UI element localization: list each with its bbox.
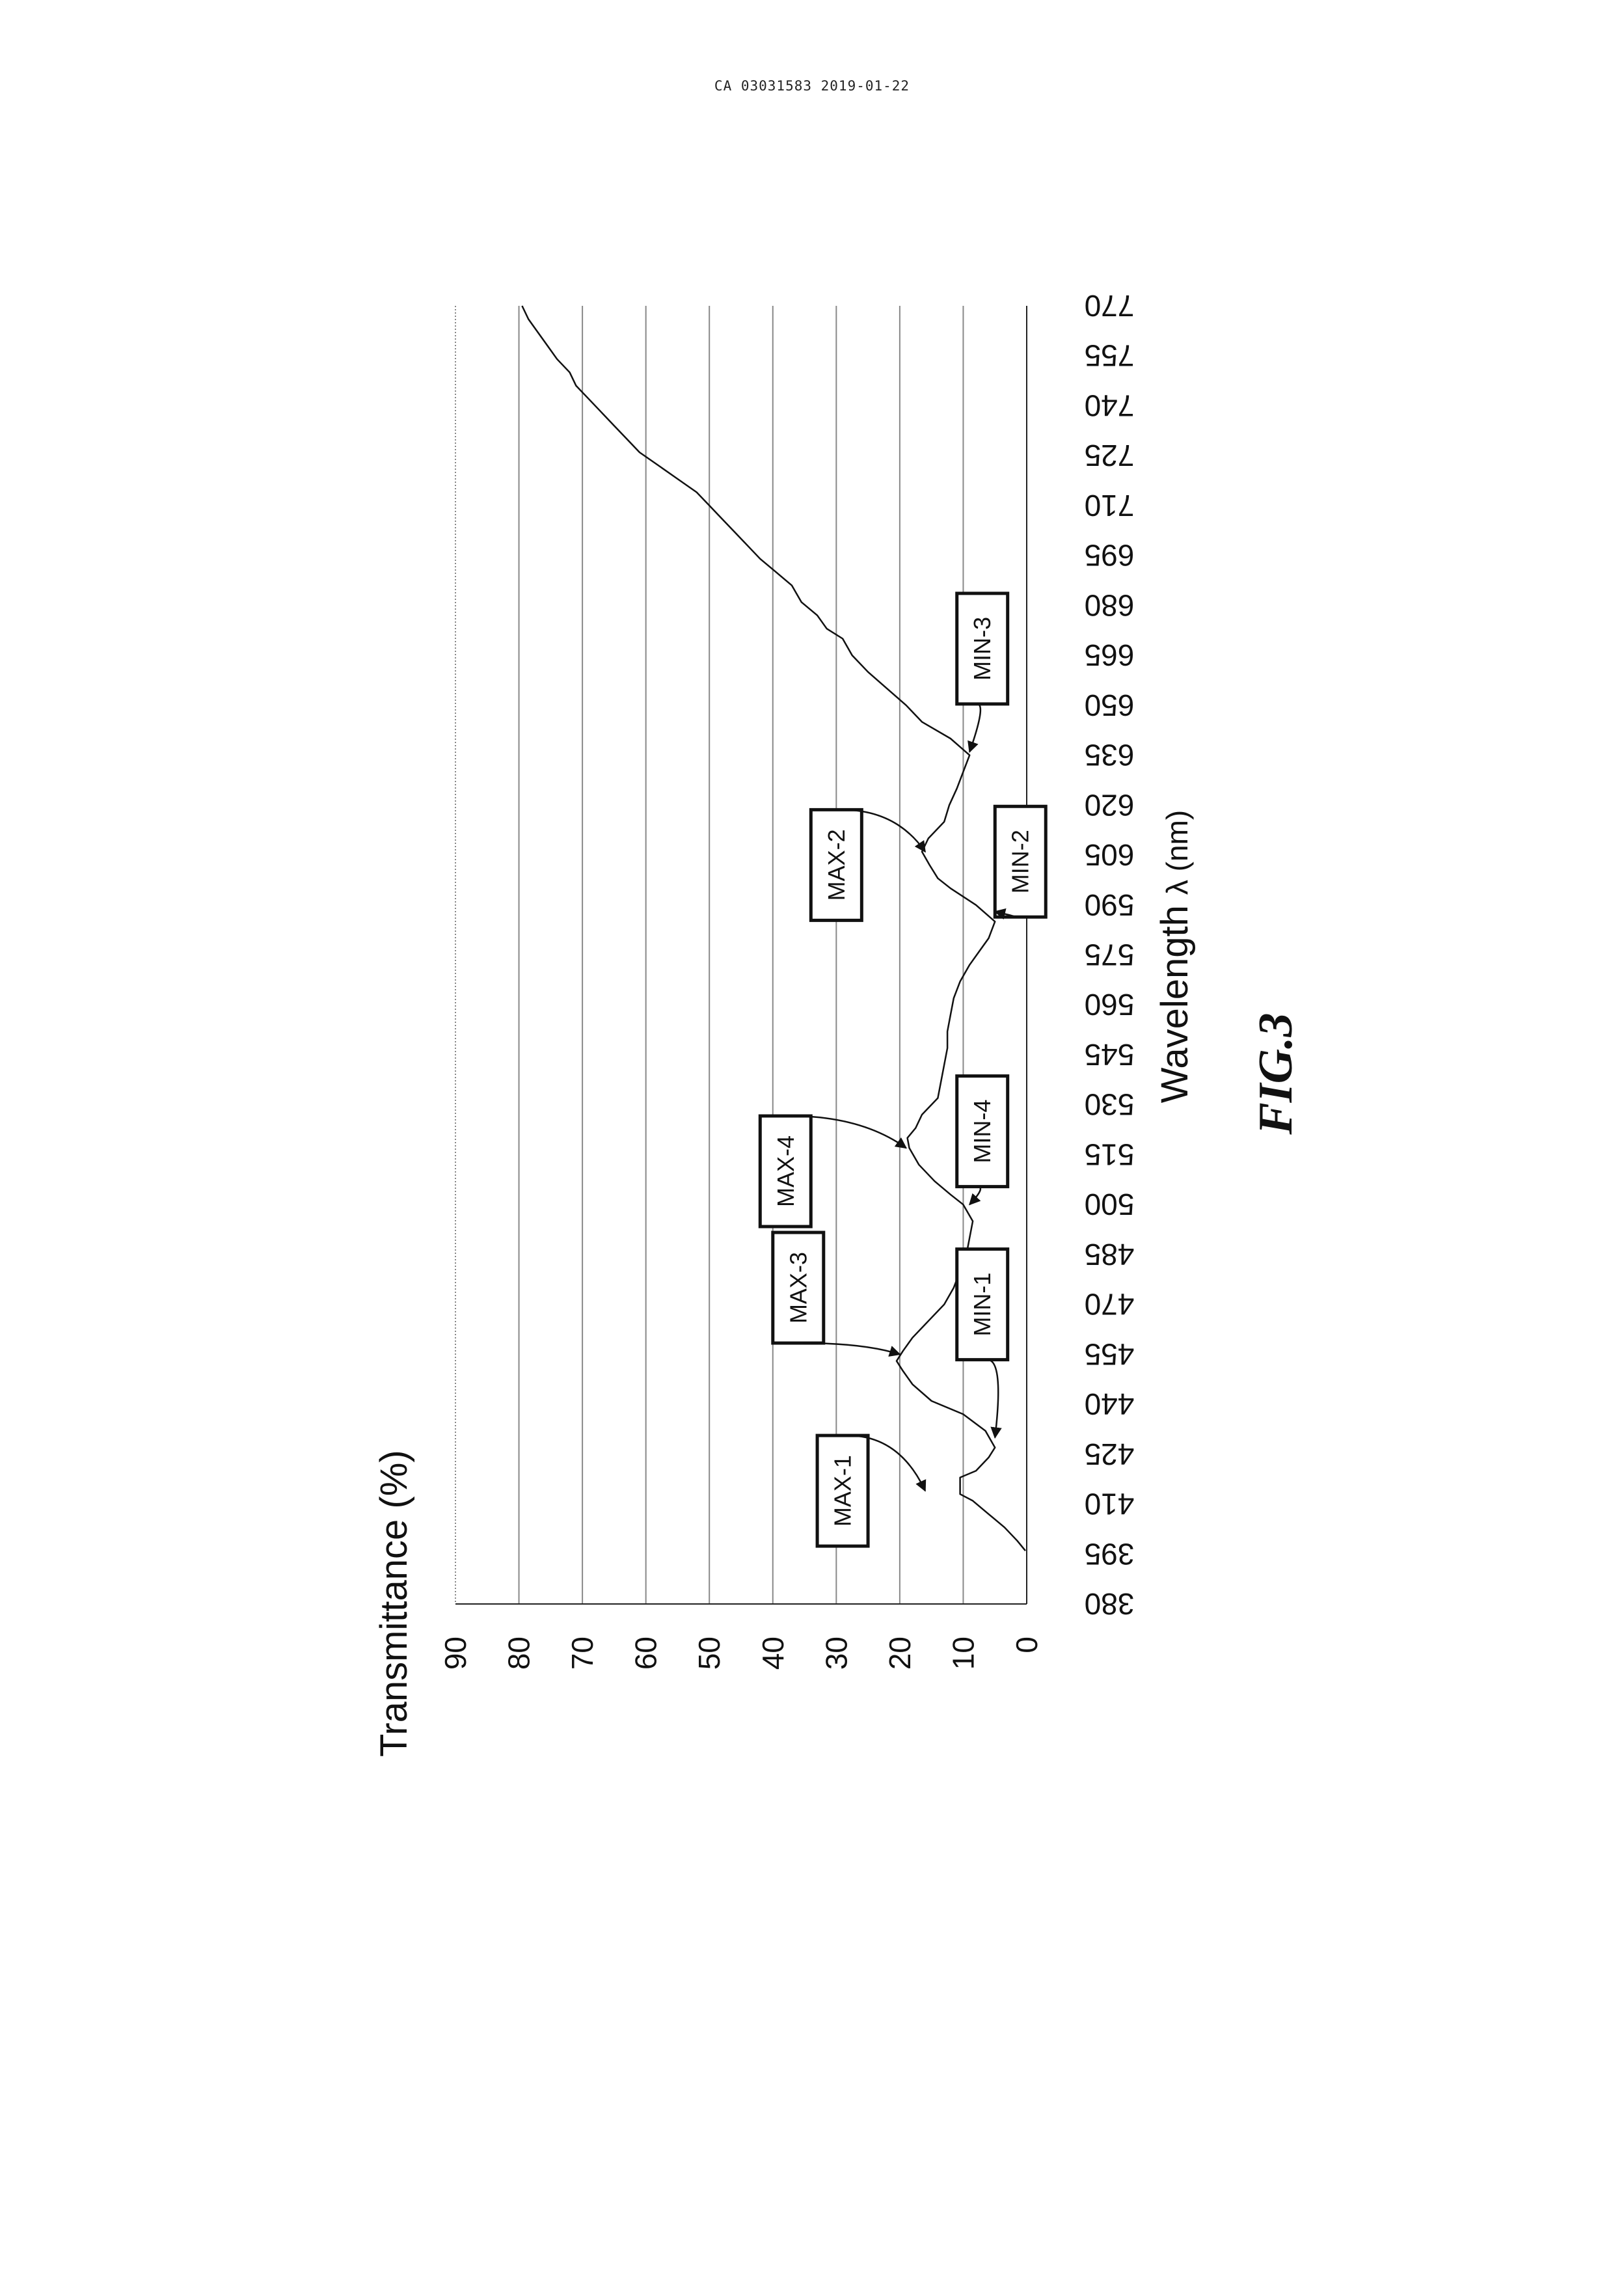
annotations: MAX-1 MIN-1 MAX-3 MIN-4 MAX-4 MIN-2 MAX-2 MIN-3 — [760, 593, 1046, 1546]
grid — [455, 306, 963, 1604]
x-tick-label-395: 395 — [1085, 1537, 1135, 1571]
x-tick-label-515: 515 — [1085, 1137, 1135, 1171]
x-tick-label-575: 575 — [1085, 938, 1135, 972]
x-axis-title: Wavelength λ (nm) — [1154, 810, 1196, 1103]
x-tick-label-425: 425 — [1085, 1437, 1135, 1471]
x-tick-label-725: 725 — [1085, 439, 1135, 472]
annotation-label: MIN-2 — [1007, 830, 1034, 893]
x-tick-label-440: 440 — [1085, 1387, 1135, 1421]
annotation-label: MAX-3 — [785, 1252, 811, 1324]
x-tick-label-650: 650 — [1085, 688, 1135, 722]
titles: Transmittance (%) Wavelength λ (nm) FIG.3 — [373, 810, 1303, 1757]
x-tick-label-770: 770 — [1085, 289, 1135, 323]
y-tick-label-60: 60 — [629, 1637, 663, 1670]
annotation-label: MAX-1 — [830, 1455, 856, 1527]
annotation-min-1: MIN-1 — [957, 1249, 1008, 1438]
tick-labels: 0 10 20 30 40 50 60 70 80 90 380 395 410 425 440 455 470… — [439, 289, 1134, 1670]
x-tick-label-410: 410 — [1085, 1487, 1135, 1521]
x-tick-label-590: 590 — [1085, 888, 1135, 922]
x-tick-label-635: 635 — [1085, 739, 1135, 772]
x-tick-label-545: 545 — [1085, 1038, 1135, 1072]
annotation-label: MAX-2 — [823, 829, 850, 901]
annotation-label: MIN-4 — [969, 1100, 995, 1163]
annotation-arrow — [988, 1360, 999, 1438]
y-tick-label-70: 70 — [565, 1637, 599, 1670]
x-tick-label-485: 485 — [1085, 1238, 1135, 1271]
x-tick-label-500: 500 — [1085, 1188, 1135, 1221]
x-tick-label-620: 620 — [1085, 788, 1135, 822]
annotation-arrow — [969, 1187, 981, 1205]
y-tick-label-50: 50 — [692, 1637, 726, 1670]
x-tick-label-710: 710 — [1085, 489, 1135, 523]
y-tick-label-10: 10 — [946, 1637, 980, 1670]
x-tick-label-740: 740 — [1085, 388, 1135, 422]
y-axis-title: Transmittance (%) — [373, 1450, 415, 1757]
x-tick-label-530: 530 — [1085, 1088, 1135, 1122]
annotation-arrow — [969, 704, 981, 752]
annotation-max-1: MAX-1 — [817, 1435, 925, 1546]
x-tick-label-680: 680 — [1085, 588, 1135, 622]
x-tick-label-755: 755 — [1085, 339, 1135, 373]
x-tick-label-455: 455 — [1085, 1337, 1135, 1371]
x-tick-label-560: 560 — [1085, 988, 1135, 1022]
x-tick-label-380: 380 — [1085, 1587, 1135, 1621]
x-tick-label-665: 665 — [1085, 638, 1135, 672]
annotation-min-2: MIN-2 — [995, 806, 1046, 917]
axes — [455, 306, 1027, 1604]
annotation-min-3: MIN-3 — [957, 593, 1008, 752]
y-tick-label-90: 90 — [439, 1637, 472, 1670]
y-tick-label-0: 0 — [1010, 1637, 1044, 1653]
x-tick-label-695: 695 — [1085, 539, 1135, 573]
y-tick-label-80: 80 — [502, 1637, 536, 1670]
annotation-max-2: MAX-2 — [811, 809, 925, 920]
annotation-label: MIN-3 — [969, 617, 995, 681]
annotation-max-4: MAX-4 — [760, 1116, 906, 1227]
annotation-arrow — [804, 1343, 900, 1354]
y-tick-label-20: 20 — [883, 1637, 917, 1670]
x-tick-label-470: 470 — [1085, 1288, 1135, 1322]
x-tick-label-605: 605 — [1085, 838, 1135, 872]
annotation-label: MAX-4 — [772, 1135, 799, 1207]
figure-label: FIG.3 — [1249, 1012, 1303, 1135]
annotation-min-4: MIN-4 — [957, 1076, 1008, 1205]
series-line-0 — [522, 306, 1025, 1551]
y-tick-label-40: 40 — [756, 1637, 790, 1670]
x-axis-title-unit: λ (nm) — [1160, 810, 1194, 895]
x-axis-title-main: Wavelength — [1154, 905, 1196, 1103]
annotation-label: MIN-1 — [969, 1273, 995, 1337]
y-tick-label-30: 30 — [819, 1637, 853, 1670]
series — [522, 306, 1025, 1551]
